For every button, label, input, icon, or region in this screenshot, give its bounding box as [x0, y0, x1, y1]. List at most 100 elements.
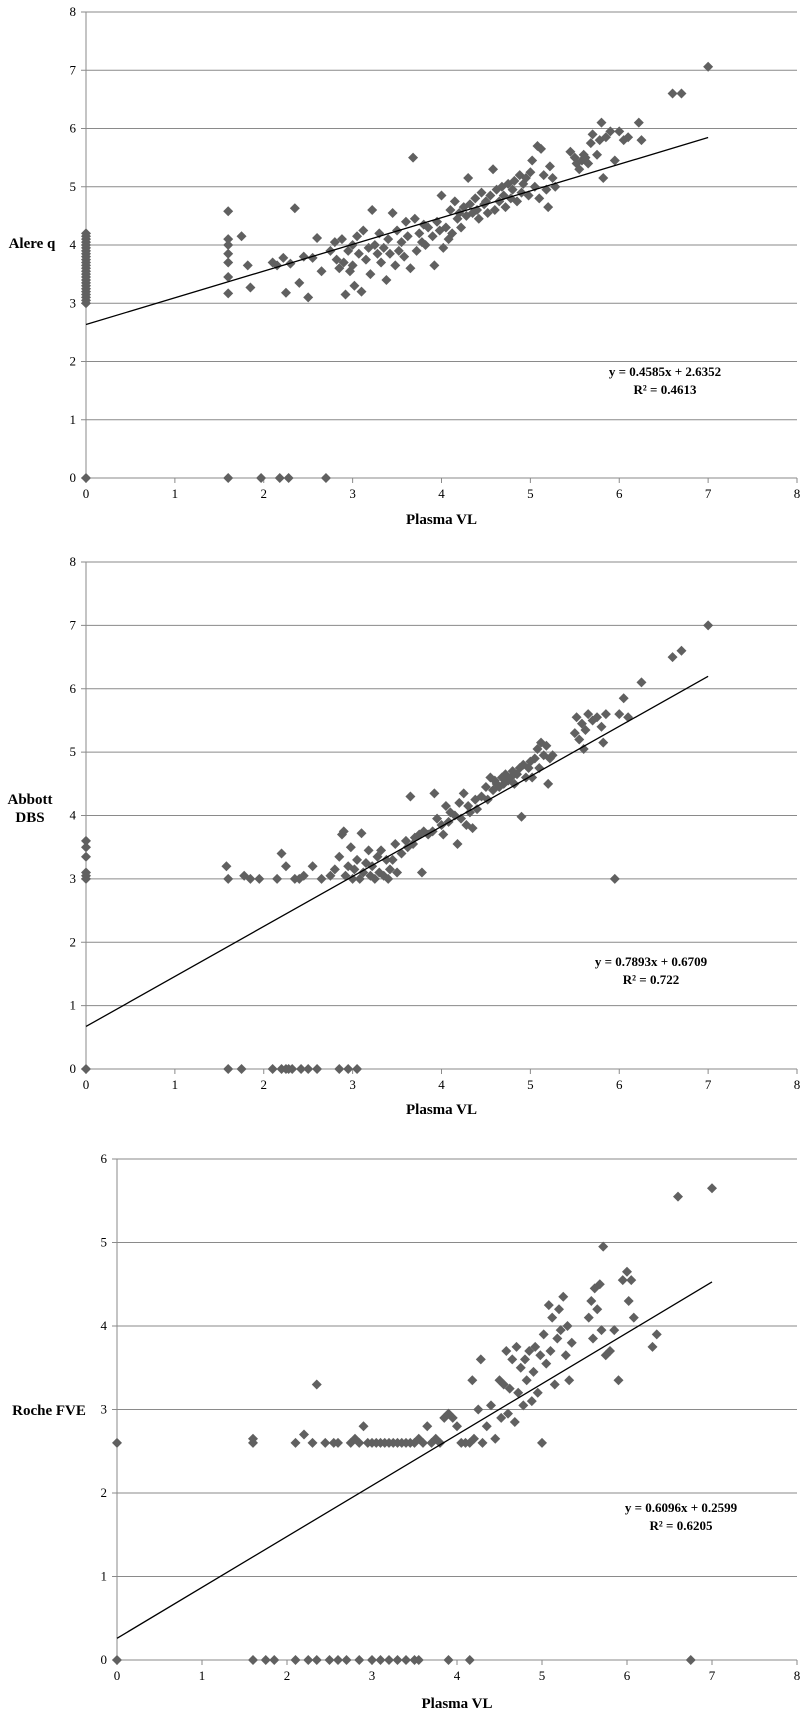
chart-1-equation: y = 0.4585x + 2.6352 [609, 364, 721, 379]
y-tick-label: 6 [70, 121, 77, 136]
data-point [287, 1064, 298, 1074]
data-point [456, 222, 467, 233]
data-point [367, 1655, 377, 1665]
data-point [365, 269, 376, 280]
data-point [236, 1064, 247, 1074]
data-point [429, 788, 440, 799]
y-tick-label: 6 [101, 1151, 108, 1166]
data-point [254, 873, 265, 884]
data-point [538, 1329, 549, 1340]
data-point [596, 117, 607, 128]
data-point [467, 823, 478, 834]
chart-1-y-ticks: 0 1 2 3 4 5 6 7 8 [70, 4, 86, 485]
data-point [609, 873, 620, 884]
data-point [525, 167, 536, 178]
data-point [676, 88, 687, 99]
data-point [626, 1275, 637, 1286]
x-tick-label: 1 [172, 1077, 179, 1092]
x-tick-label: 5 [527, 486, 534, 501]
x-tick-label: 3 [349, 1077, 356, 1092]
data-point [509, 175, 520, 186]
y-tick-label: 8 [70, 4, 77, 19]
data-point [81, 298, 91, 309]
data-point [307, 861, 318, 872]
data-point [526, 1396, 537, 1407]
data-point [363, 845, 374, 856]
data-point [614, 709, 625, 720]
data-point [256, 473, 267, 483]
data-point [280, 287, 291, 298]
data-point [223, 272, 234, 283]
y-tick-label: 1 [70, 998, 77, 1013]
data-point [524, 1346, 535, 1357]
data-point [583, 709, 594, 720]
data-point [594, 1279, 605, 1290]
data-point [623, 1295, 634, 1306]
data-point [334, 1064, 345, 1074]
data-point [445, 205, 456, 216]
y-tick-label: 4 [101, 1318, 108, 1333]
x-tick-label: 1 [172, 486, 179, 501]
data-point [260, 1655, 271, 1665]
data-point [223, 234, 234, 245]
data-point [324, 1655, 335, 1665]
data-point [369, 873, 380, 884]
x-tick-label: 8 [794, 486, 800, 501]
data-point [578, 743, 589, 754]
data-point [574, 164, 585, 175]
data-point [509, 1417, 520, 1428]
x-tick-label: 6 [624, 1668, 631, 1683]
data-point [464, 1655, 475, 1665]
data-point [458, 788, 469, 799]
data-point [469, 1433, 479, 1444]
data-point [512, 196, 523, 207]
data-point [528, 1366, 539, 1377]
data-point [360, 254, 371, 265]
chart-3-points [112, 1183, 717, 1665]
x-tick-label: 0 [83, 1077, 90, 1092]
data-point [303, 292, 314, 303]
data-point [623, 132, 634, 143]
data-point [269, 1655, 280, 1665]
data-point [384, 248, 395, 259]
data-point [329, 864, 340, 875]
data-point [375, 1655, 386, 1665]
data-point [396, 237, 407, 248]
data-point [272, 873, 283, 884]
data-point [447, 1412, 458, 1423]
data-point [320, 473, 331, 483]
data-point [420, 240, 431, 250]
data-point [343, 1064, 354, 1074]
y-tick-label: 7 [70, 617, 77, 632]
x-tick-label: 4 [454, 1668, 461, 1683]
data-point [352, 1064, 363, 1074]
data-point [547, 750, 558, 761]
data-point [447, 228, 458, 239]
data-point [501, 1346, 512, 1357]
data-point [349, 864, 360, 875]
data-point [475, 1354, 486, 1365]
data-point [562, 1321, 573, 1331]
data-point [352, 854, 363, 865]
chart-2-y-ticks: 0 1 2 3 4 5 6 7 8 [70, 554, 86, 1076]
data-point [312, 233, 323, 244]
data-point [558, 1291, 569, 1302]
data-point [449, 196, 460, 207]
data-point [245, 873, 256, 884]
data-point [81, 1064, 91, 1074]
data-point [622, 1266, 632, 1277]
x-tick-label: 7 [709, 1668, 716, 1683]
x-tick-label: 4 [438, 486, 445, 501]
data-point [685, 1655, 696, 1665]
data-point [488, 164, 499, 175]
x-tick-label: 5 [527, 1077, 534, 1092]
x-tick-label: 4 [438, 1077, 445, 1092]
data-point [547, 1312, 558, 1323]
data-point [392, 867, 403, 878]
data-point [343, 245, 354, 256]
data-point [583, 158, 594, 169]
data-point [416, 867, 427, 878]
data-point [676, 645, 687, 656]
